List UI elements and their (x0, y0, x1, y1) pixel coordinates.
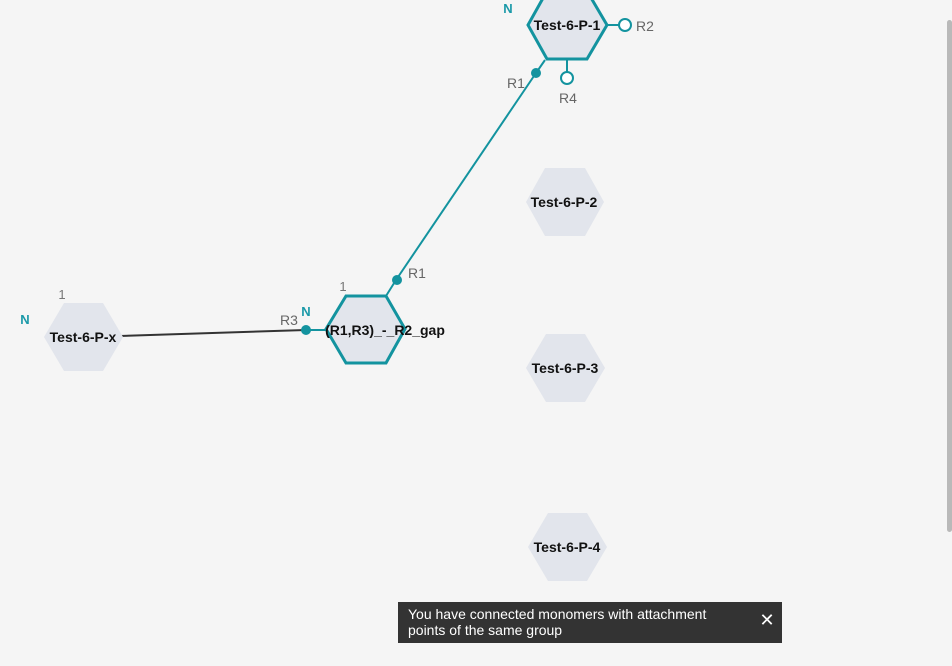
attachment-point-r4-open[interactable] (560, 71, 574, 85)
notification-toast: You have connected monomers with attachm… (398, 602, 782, 643)
monomer-label: Test-6-P-x (50, 329, 117, 345)
monomer-label: (R1,R3)_-_R2_gap (325, 322, 445, 338)
attachment-point-r3-filled[interactable] (301, 325, 311, 335)
attachment-label-r2: R2 (636, 18, 654, 34)
attachment-label-r4: R4 (559, 90, 577, 106)
attachment-point-r1-filled[interactable] (531, 68, 541, 78)
monomer-hexagon[interactable] (324, 294, 407, 365)
monomer-index-label: 1 (339, 279, 346, 294)
monomer-label: Test-6-P-3 (532, 360, 599, 376)
attachment-point-r1-filled[interactable] (392, 275, 402, 285)
monomer-test-6-p-4[interactable]: Test-6-P-4 (528, 513, 607, 581)
monomer-hexagon[interactable] (44, 303, 123, 371)
monomer-test-6-p-3[interactable]: Test-6-P-3 (526, 334, 605, 402)
vertical-scrollbar[interactable] (947, 20, 952, 532)
monomer-test-6-p-x[interactable]: Test-6-P-x N 1 (20, 287, 123, 371)
close-icon[interactable]: ✕ (759, 610, 775, 631)
n-terminal-label: N (503, 1, 512, 16)
monomer-hexagon[interactable] (526, 334, 605, 402)
toast-message: You have connected monomers with attachm… (408, 606, 707, 638)
monomer-hexagon[interactable] (526, 168, 604, 236)
monomer-test-6-p-1[interactable]: Test-6-P-1 N R1 R2 R4 (503, 0, 654, 106)
bond-px-to-gap[interactable] (119, 329, 307, 337)
monomer-label: Test-6-P-4 (534, 539, 601, 555)
monomer-gap[interactable]: (R1,R3)_-_R2_gap N 1 R3 R1 (280, 265, 445, 365)
monomer-hexagon[interactable] (528, 513, 607, 581)
n-terminal-label: N (301, 304, 310, 319)
monomer-index-label: 1 (58, 287, 65, 302)
n-terminal-label: N (20, 312, 29, 327)
monomer-label: Test-6-P-1 (534, 17, 601, 33)
bond-gap-to-p1[interactable] (395, 72, 537, 281)
attachment-label-r1: R1 (507, 75, 525, 91)
attachment-label-r1: R1 (408, 265, 426, 281)
attachment-point-r2-open[interactable] (618, 18, 632, 32)
monomer-label: Test-6-P-2 (531, 194, 598, 210)
monomer-test-6-p-2[interactable]: Test-6-P-2 (526, 168, 604, 236)
monomer-hexagon[interactable] (526, 0, 609, 61)
attachment-label-r3: R3 (280, 312, 298, 328)
